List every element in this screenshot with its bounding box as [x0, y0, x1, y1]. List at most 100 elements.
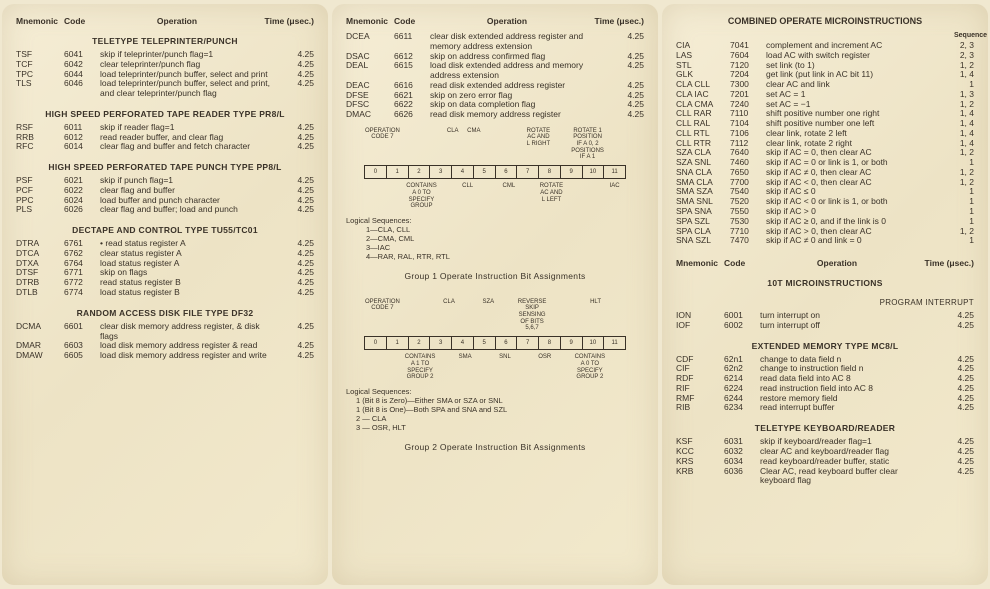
bit-label: CONTAINS A 1 TO SPECIFY GROUP 2	[405, 354, 436, 380]
bit-label: SZA	[478, 299, 498, 332]
cell-code: 6036	[724, 467, 760, 477]
table-row: DTXA6764load status register A4.25	[16, 259, 314, 269]
table-row: ION6001turn interrupt on4.25	[676, 311, 974, 321]
hdr-code: Code	[724, 258, 760, 268]
table-row: DEAL6615load disk extended address and m…	[346, 61, 644, 81]
hdr-mnemonic: Mnemonic	[346, 16, 394, 26]
table: KSF6031skip if keyboard/reader flag=14.2…	[676, 437, 974, 486]
bit-cell: 7	[517, 337, 539, 350]
bit-label	[563, 183, 584, 209]
cell-time: 4.25	[934, 467, 974, 477]
table: TSF6041skip if teleprinter/punch flag=14…	[16, 50, 314, 99]
section-title: EXTENDED MEMORY TYPE MC8/L	[676, 341, 974, 351]
column-headers: Mnemonic Code Operation Time (μsec.)	[346, 16, 644, 26]
bit-cell: 8	[539, 166, 561, 179]
bit-cell: 3	[430, 166, 452, 179]
bit-cell: 9	[561, 337, 583, 350]
bit-cell: 11	[604, 337, 625, 350]
cell-code: 6014	[64, 142, 100, 152]
bit-cell: 8	[539, 337, 561, 350]
cell-time: 4.25	[604, 110, 644, 120]
bit-label: CML	[499, 183, 520, 209]
bit-label: ROTATE AC AND L LEFT	[540, 183, 563, 209]
sequence-line: 1 (Bit 8 is One)—Both SPA and SNA and SZ…	[356, 405, 644, 414]
table-row: TLS6046load teleprinter/punch buffer, se…	[16, 79, 314, 99]
sequence-line: 2 — CLA	[356, 414, 644, 423]
cell-mnemonic: DMAC	[346, 110, 394, 120]
cell-code: 6626	[394, 110, 430, 120]
sequence-line: 1 (Bit 8 is Zero)—Either SMA or SZA or S…	[356, 396, 644, 405]
cell-time: 4.25	[274, 322, 314, 332]
bit-label	[365, 354, 385, 380]
cell-mnemonic: DTLB	[16, 288, 64, 298]
table-row: CLA CLL7300clear AC and link1	[676, 80, 974, 90]
bit-cell: 7	[517, 166, 539, 179]
cell-operation: load teleprinter/punch buffer, select an…	[100, 79, 274, 99]
cell-operation: turn interrupt off	[760, 321, 934, 331]
cell-time: 4.25	[274, 142, 314, 152]
seq-list: 1 (Bit 8 is Zero)—Either SMA or SZA or S…	[346, 396, 644, 432]
table: RSF6011skip if reader flag=14.25RRB6012r…	[16, 123, 314, 152]
bit-bot-labels: CONTAINS A 1 TO SPECIFY GROUP 2SMASNLOSR…	[365, 354, 625, 380]
bit-label: CMA	[463, 128, 484, 161]
table-row: DMAC6626read disk memory address registe…	[346, 110, 644, 120]
bit-cell: 5	[474, 166, 496, 179]
cell-mnemonic: KRB	[676, 467, 724, 477]
cell-time: 4.25	[934, 403, 974, 413]
section-title: TELETYPE TELEPRINTER/PUNCH	[16, 36, 314, 46]
bit-cell: 0	[365, 337, 387, 350]
hdr-operation: Operation	[430, 16, 584, 26]
hdr-time: Time (μsec.)	[584, 16, 644, 26]
cell-mnemonic: SNA SZL	[676, 236, 730, 246]
cell-mnemonic: PLS	[16, 205, 64, 215]
table-row: KRB6036Clear AC, read keyboard buffer cl…	[676, 467, 974, 487]
hdr-mnemonic: Mnemonic	[676, 258, 724, 268]
section-title: PROGRAM INTERRUPT	[676, 298, 974, 307]
table-row: CLA IAC7201set AC = 11, 3	[676, 90, 974, 100]
bit-label	[420, 299, 440, 332]
cell-operation: clear flag and buffer and fetch characte…	[100, 142, 274, 152]
seq-label: Logical Sequences:	[346, 216, 644, 225]
bit-label	[506, 128, 527, 161]
table: PSF6021skip if punch flag=14.25PCF6022cl…	[16, 176, 314, 215]
panel-left: Mnemonic Code Operation Time (μsec.) TEL…	[2, 4, 328, 585]
bit-diagram-g1: 01234567891011	[364, 165, 626, 180]
bit-label: HLT	[586, 299, 606, 332]
table-row: RFC6014clear flag and buffer and fetch c…	[16, 142, 314, 152]
bit-label: CONTAINS A 0 TO SPECIFY GROUP 2	[575, 354, 606, 380]
cell-time: 4.25	[274, 351, 314, 361]
bit-label: CLA	[442, 128, 463, 161]
bit-cell: 3	[430, 337, 452, 350]
bit-label	[385, 354, 405, 380]
bit-label: SNL	[495, 354, 515, 380]
cell-mnemonic: TLS	[16, 79, 64, 89]
bit-label	[605, 354, 625, 380]
table: CDF62n1change to data field n4.25CIF62n2…	[676, 355, 974, 414]
cell-code: 6605	[64, 351, 100, 361]
cell-code: 6026	[64, 205, 100, 215]
cell-operation: clear disk memory address register, & di…	[100, 322, 274, 342]
cell-operation: read interrupt buffer	[760, 403, 934, 413]
bit-label	[605, 299, 625, 332]
bit-cell: 1	[387, 166, 409, 179]
bit-cell: 6	[496, 337, 518, 350]
section-title: 10T MICROINSTRUCTIONS	[676, 278, 974, 288]
bit-label	[484, 128, 505, 161]
bit-label: CLL	[457, 183, 478, 209]
bit-cell: 11	[604, 166, 625, 179]
bit-label	[478, 183, 499, 209]
sequence-line: 2—CMA, CML	[366, 234, 644, 243]
cell-operation: read disk memory address register	[430, 110, 604, 120]
bit-cell: 5	[474, 337, 496, 350]
cell-operation: clear disk extended address register and…	[430, 32, 604, 52]
bit-label	[437, 183, 458, 209]
bit-label: IAC	[604, 183, 625, 209]
bit-diagram-g2: 01234567891011	[364, 336, 626, 351]
seq-label: Logical Sequences:	[346, 387, 644, 396]
cell-code: 6615	[394, 61, 430, 71]
hdr-operation: Operation	[100, 16, 254, 26]
cell-mnemonic: DCMA	[16, 322, 64, 332]
bit-label: ROTATE 1 POSITION IF A 0, 2 POSITIONS IF…	[571, 128, 604, 161]
table-row: SNA SZL7470skip if AC ≠ 0 and link = 01	[676, 236, 974, 246]
bit-cell: 4	[452, 166, 474, 179]
